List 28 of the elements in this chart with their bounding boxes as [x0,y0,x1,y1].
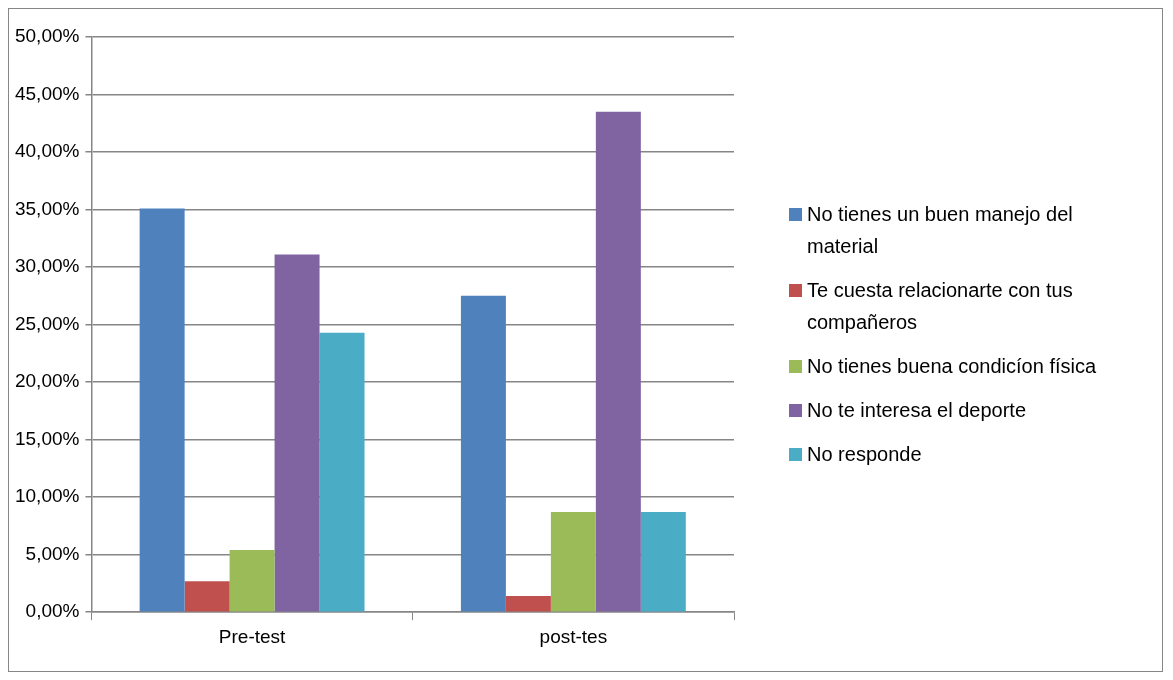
y-tick-label: 35,00% [14,197,80,219]
bar [550,512,596,612]
bar [184,581,230,612]
y-tick-label: 0,00% [25,600,80,622]
x-tick-label: Pre-test [218,625,287,647]
legend-label: No tienes buena condicíon física [807,354,1097,379]
bar [229,550,275,612]
legend-label: No tienes un buen manejo del material [807,202,1074,259]
y-tick-label: 10,00% [14,485,80,507]
bar [505,596,551,612]
x-tick-label: post-tes [539,625,608,647]
bar [274,254,320,612]
bar [595,111,641,612]
legend-label: No te interesa el deporte [807,398,1027,423]
y-tick-label: 15,00% [14,427,80,449]
y-tick-label: 50,00% [14,25,80,47]
y-tick-label: 45,00% [14,82,80,104]
bar [640,512,686,612]
y-tick-label: 30,00% [14,255,80,277]
y-tick-label: 20,00% [14,370,80,392]
y-tick-label: 25,00% [14,312,80,334]
bar [319,332,365,612]
bar [460,295,506,612]
legend-label: No responde [807,442,922,467]
y-tick-label: 40,00% [14,140,80,162]
bar [139,208,185,612]
legend-label: Te cuesta relacionarte con tus compañeros [807,278,1074,335]
y-tick-label: 5,00% [25,542,80,564]
